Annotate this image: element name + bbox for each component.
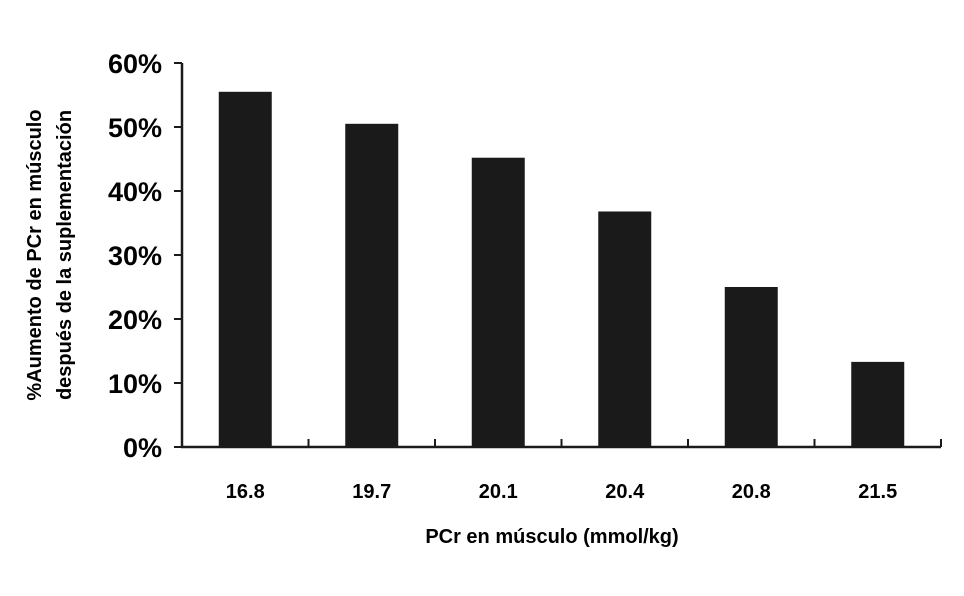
x-axis-title: PCr en músculo (mmol/kg) xyxy=(425,526,678,548)
y-tick-label: 50% xyxy=(108,113,162,143)
y-axis-title-line-2: después de la suplementación xyxy=(54,110,76,400)
x-tick-label: 20.4 xyxy=(605,481,645,503)
y-tick-label: 30% xyxy=(108,241,162,271)
bar xyxy=(345,123,399,448)
bar xyxy=(851,361,905,447)
x-tick-label: 21.5 xyxy=(858,481,897,503)
x-tick-label: 19.7 xyxy=(352,481,391,503)
y-tick-label: 10% xyxy=(108,369,162,399)
x-axis-ticks: 16.8 19.7 20.1 20.4 20.8 21.5 xyxy=(181,439,942,503)
bar xyxy=(218,91,272,448)
bar xyxy=(724,287,778,447)
y-tick-label: 20% xyxy=(108,305,162,335)
bar xyxy=(471,157,525,447)
y-tick-label: 0% xyxy=(123,433,162,463)
y-tick-label: 40% xyxy=(108,177,162,207)
x-tick-label: 16.8 xyxy=(226,481,265,503)
bars xyxy=(218,91,905,448)
y-axis-title-line-1: %Aumento de PCr en músculo xyxy=(24,109,46,400)
y-axis-ticks: 0% 10% 20% 30% 40% 50% 60% xyxy=(108,49,182,463)
y-tick-label: 60% xyxy=(108,49,162,79)
bar xyxy=(598,211,652,447)
x-tick-label: 20.8 xyxy=(732,481,771,503)
x-tick-label: 20.1 xyxy=(479,481,518,503)
